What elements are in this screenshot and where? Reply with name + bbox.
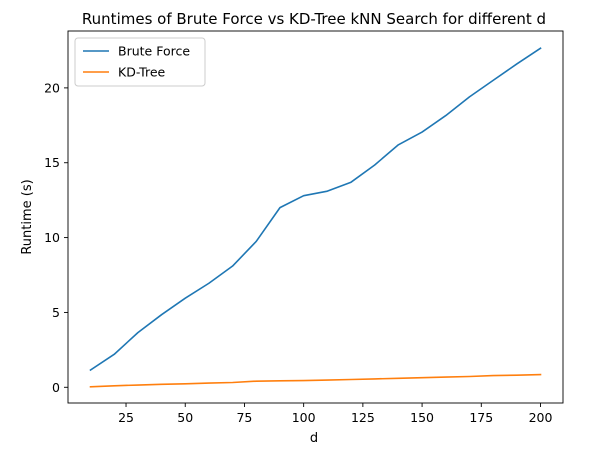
x-tick-label: 50 — [177, 410, 193, 425]
x-tick-label: 25 — [118, 410, 134, 425]
x-tick-label: 150 — [410, 410, 434, 425]
x-tick-label: 175 — [469, 410, 493, 425]
x-tick-label: 200 — [529, 410, 553, 425]
y-tick-label: 15 — [44, 155, 60, 170]
y-tick-label: 10 — [44, 230, 60, 245]
y-tick-label: 5 — [52, 305, 60, 320]
x-tick-label: 125 — [351, 410, 375, 425]
y-tick-label: 20 — [44, 80, 60, 95]
axes-frame — [67, 30, 564, 404]
chart-title: Runtimes of Brute Force vs KD-Tree kNN S… — [82, 10, 546, 28]
legend: Brute Force KD-Tree — [74, 37, 206, 87]
x-axis-label: d — [310, 431, 318, 446]
x-tick-label: 100 — [292, 410, 316, 425]
legend-box — [74, 37, 206, 87]
series-line-kd-tree — [89, 373, 542, 388]
legend-label-kd-tree: KD-Tree — [118, 65, 166, 80]
series-layer — [89, 47, 542, 388]
axes: 25 50 75 100 125 150 175 200 0 5 10 15 20 — [44, 30, 564, 425]
x-tick-label: 75 — [236, 410, 252, 425]
legend-label-brute-force: Brute Force — [118, 44, 190, 59]
y-axis-label: Runtime (s) — [20, 179, 35, 254]
y-tick-label: 0 — [52, 380, 60, 395]
series-line-brute-force — [89, 47, 542, 372]
